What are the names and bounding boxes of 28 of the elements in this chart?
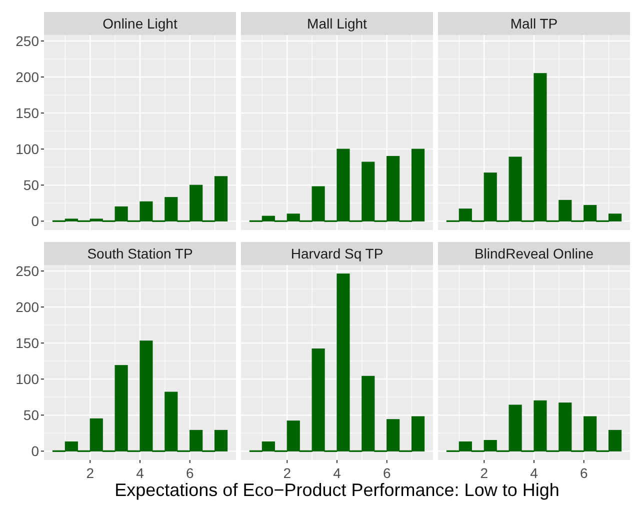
chart-title: South Station TP <box>87 246 193 262</box>
y-tick-label: 250 <box>16 262 40 279</box>
y-tick-label: 0 <box>31 213 40 230</box>
y-tick-label: 100 <box>16 141 40 158</box>
x-tick-label: 4 <box>530 465 538 481</box>
x-tick-label: 4 <box>333 465 342 481</box>
x-tick-label: 2 <box>86 465 94 481</box>
x-tick-label: 6 <box>382 465 391 481</box>
y-tick-label: 50 <box>23 407 40 424</box>
x-tick-label: 4 <box>136 465 144 481</box>
x-tick-label: 2 <box>283 465 292 481</box>
y-tick-label: 200 <box>16 299 40 316</box>
y-tick-label: 50 <box>23 177 40 194</box>
y-tick-label: 200 <box>16 69 40 86</box>
y-tick-label: 150 <box>16 335 40 352</box>
y-tick-label: 250 <box>16 32 40 49</box>
x-tick-label: 6 <box>186 465 194 481</box>
chart-title: Mall Light <box>307 16 368 32</box>
y-tick-label: 150 <box>16 105 40 122</box>
x-axis-title: Expectations of Eco−Product Performance: Low to High <box>114 480 560 500</box>
chart-title: BlindReveal Online <box>474 246 594 262</box>
y-tick-label: 0 <box>31 443 40 460</box>
chart-title: Mall TP <box>510 16 558 32</box>
x-tick-label: 6 <box>580 465 588 481</box>
chart-title: Harvard Sq TP <box>290 246 384 262</box>
x-tick-label: 2 <box>480 465 488 481</box>
chart-title: Online Light <box>102 16 178 32</box>
y-tick-label: 100 <box>16 371 40 388</box>
